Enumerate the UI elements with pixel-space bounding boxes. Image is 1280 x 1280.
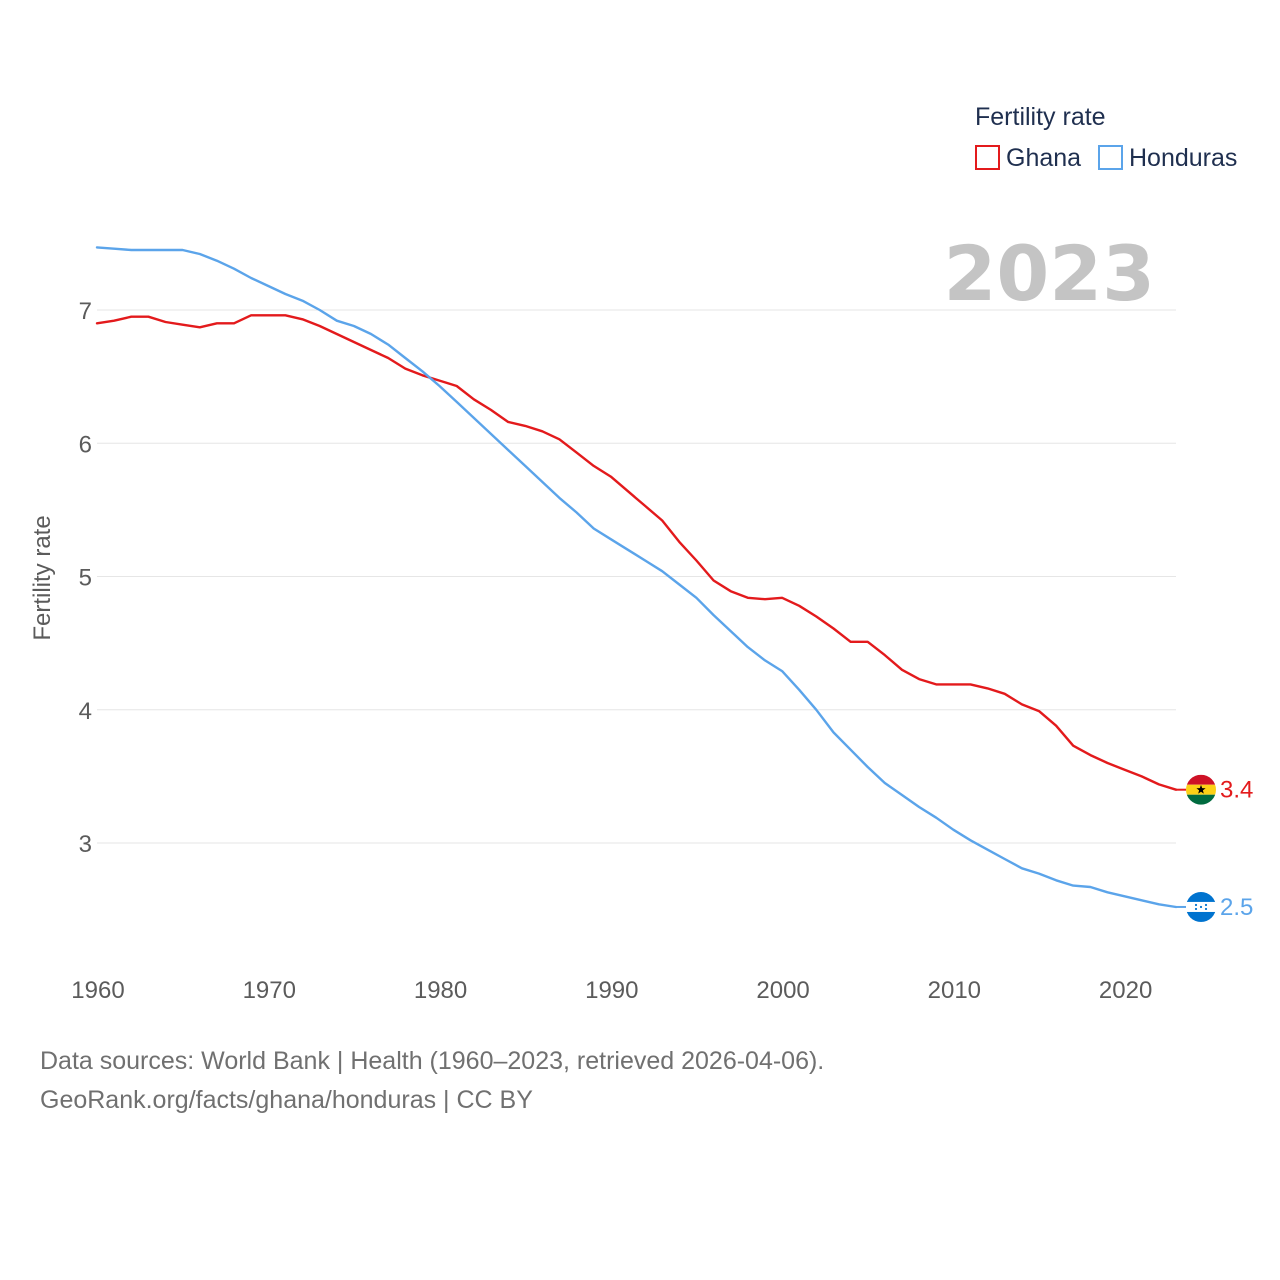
end-markers: 3.4 2.5: [1176, 774, 1253, 922]
grid-lines: [97, 309, 1176, 844]
series-line-honduras[interactable]: [95, 246, 1178, 909]
y-tick-label: 7: [79, 298, 92, 325]
legend: Fertility rate Ghana Honduras: [975, 103, 1237, 172]
x-tick-label: 2020: [1099, 977, 1152, 1004]
series-lines: [95, 246, 1178, 909]
end-value-honduras: 2.5: [1220, 894, 1253, 921]
series-line-ghana[interactable]: [95, 314, 1178, 791]
end-value-ghana: 3.4: [1220, 777, 1253, 804]
legend-title: Fertility rate: [975, 103, 1106, 131]
x-tick-label: 1990: [585, 977, 638, 1004]
x-tick-label: 2010: [928, 977, 981, 1004]
y-axis-ticks: 3 4 5 6 7: [79, 298, 92, 858]
legend-swatch-honduras[interactable]: [1098, 145, 1123, 170]
y-tick-label: 5: [79, 565, 92, 592]
x-axis-ticks: 1960 1970 1980 1990 2000 2010 2020: [71, 977, 1152, 1004]
year-label: 2023: [943, 229, 1155, 318]
y-tick-label: 6: [79, 431, 92, 458]
x-tick-label: 1960: [71, 977, 124, 1004]
x-tick-label: 1970: [243, 977, 296, 1004]
legend-label-ghana[interactable]: Ghana: [1006, 144, 1081, 172]
x-tick-label: 1980: [414, 977, 467, 1004]
honduras-flag-icon: [1186, 891, 1216, 922]
legend-swatch-ghana[interactable]: [975, 145, 1000, 170]
y-axis-label: Fertility rate: [29, 515, 56, 640]
y-tick-label: 4: [79, 698, 92, 725]
footer-sources: Data sources: World Bank | Health (1960–…: [40, 1047, 824, 1075]
y-tick-label: 3: [79, 831, 92, 858]
x-tick-label: 2000: [756, 977, 809, 1004]
ghana-flag-icon: [1186, 774, 1216, 805]
legend-label-honduras[interactable]: Honduras: [1129, 144, 1237, 172]
footer-link[interactable]: GeoRank.org/facts/ghana/honduras | CC BY: [40, 1086, 533, 1114]
